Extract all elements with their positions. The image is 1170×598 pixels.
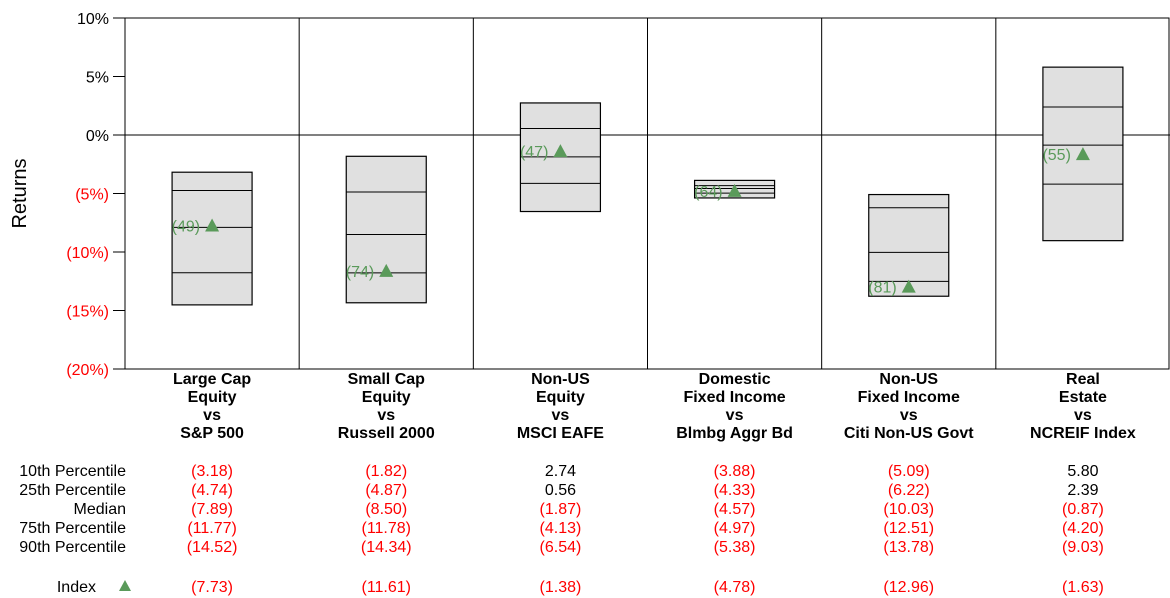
category-label: vs xyxy=(203,407,221,424)
category-label: Non-US xyxy=(879,371,938,388)
category-label: Domestic xyxy=(699,371,771,388)
index-value: (7.73) xyxy=(191,579,233,596)
percentile-value: (13.78) xyxy=(883,539,934,556)
index-rank-label: (47) xyxy=(520,144,548,161)
category-label: MSCI EAFE xyxy=(517,425,604,442)
category-label: Real xyxy=(1066,371,1100,388)
percentile-value: (7.89) xyxy=(191,501,233,518)
percentile-box xyxy=(868,193,950,297)
index-rank-label: (74) xyxy=(346,264,374,281)
percentile-value: (14.52) xyxy=(187,539,238,556)
percentile-value: (3.18) xyxy=(191,463,233,480)
percentile-value: (3.88) xyxy=(714,463,756,480)
category-label: Large Cap xyxy=(173,371,251,388)
category-label: vs xyxy=(726,407,744,424)
percentile-value: (5.09) xyxy=(888,463,930,480)
percentile-row-label: 25th Percentile xyxy=(19,482,126,499)
percentile-value: 2.39 xyxy=(1067,482,1098,499)
category-label: Small Cap xyxy=(348,371,426,388)
category-label: Equity xyxy=(188,389,237,406)
index-marker xyxy=(901,279,916,293)
category-label: Equity xyxy=(536,389,585,406)
percentile-value: (4.87) xyxy=(365,482,407,499)
category-label: vs xyxy=(1074,407,1092,424)
percentile-value: (4.13) xyxy=(540,520,582,537)
percentile-value: (0.87) xyxy=(1062,501,1104,518)
percentile-value: (1.82) xyxy=(365,463,407,480)
percentile-value: (11.78) xyxy=(361,520,411,537)
percentile-value: 0.56 xyxy=(545,482,576,499)
percentile-value: (4.20) xyxy=(1062,520,1104,537)
category-label: vs xyxy=(377,407,395,424)
percentile-value: (8.50) xyxy=(365,501,407,518)
percentile-value: (6.54) xyxy=(540,539,582,556)
category-label: S&P 500 xyxy=(180,425,244,442)
y-tick-label: (20%) xyxy=(66,362,109,379)
category-label: Blmbg Aggr Bd xyxy=(676,425,793,442)
category-label: Estate xyxy=(1059,389,1107,406)
category-label: vs xyxy=(552,407,570,424)
index-marker xyxy=(1075,147,1090,161)
index-row-label: Index xyxy=(57,579,96,596)
index-value: (1.63) xyxy=(1062,579,1104,596)
percentile-value: 5.80 xyxy=(1067,463,1098,480)
percentile-value: (12.51) xyxy=(883,520,934,537)
index-rank-label: (55) xyxy=(1042,147,1070,164)
y-tick-label: 0% xyxy=(86,128,109,145)
index-value: (4.78) xyxy=(714,579,756,596)
percentile-row-label: 10th Percentile xyxy=(19,463,126,480)
percentile-value: (4.97) xyxy=(714,520,756,537)
category-label: Fixed Income xyxy=(683,389,785,406)
percentile-value: 2.74 xyxy=(545,463,576,480)
y-tick-label: (15%) xyxy=(66,304,109,321)
category-label: Equity xyxy=(362,389,411,406)
index-marker xyxy=(379,263,394,277)
index-legend-marker xyxy=(119,580,131,591)
index-value: (11.61) xyxy=(361,579,411,596)
percentile-value: (6.22) xyxy=(888,482,930,499)
percentile-value: (14.34) xyxy=(361,539,412,556)
category-label: Russell 2000 xyxy=(338,425,435,442)
y-tick-label: 5% xyxy=(86,70,109,87)
y-axis-title: Returns xyxy=(9,158,31,228)
percentile-row-label: 90th Percentile xyxy=(19,539,126,556)
percentile-value: (1.87) xyxy=(540,501,582,518)
index-rank-label: (81) xyxy=(868,280,896,297)
index-rank-label: (64) xyxy=(694,184,722,201)
category-label: Non-US xyxy=(531,371,590,388)
percentile-value: (5.38) xyxy=(714,539,756,556)
index-marker xyxy=(205,218,220,232)
percentile-row-label: 75th Percentile xyxy=(19,520,126,537)
percentile-box xyxy=(171,171,253,306)
category-label: NCREIF Index xyxy=(1030,425,1136,442)
percentile-value: (11.77) xyxy=(187,520,237,537)
index-marker xyxy=(727,183,742,197)
category-label: vs xyxy=(900,407,918,424)
index-marker xyxy=(553,144,568,158)
percentile-value: (10.03) xyxy=(883,501,934,518)
y-tick-label: 10% xyxy=(77,11,109,28)
percentile-value: (4.74) xyxy=(191,482,233,499)
index-value: (1.38) xyxy=(540,579,582,596)
y-tick-label: (5%) xyxy=(75,187,109,204)
percentile-box xyxy=(345,155,427,304)
category-label: Fixed Income xyxy=(858,389,960,406)
y-tick-label: (10%) xyxy=(66,245,109,262)
percentile-value: (9.03) xyxy=(1062,539,1104,556)
percentile-row-label: Median xyxy=(74,501,126,518)
category-label: Citi Non-US Govt xyxy=(844,425,974,442)
index-rank-label: (49) xyxy=(172,218,200,235)
percentile-value: (4.33) xyxy=(714,482,756,499)
index-value: (12.96) xyxy=(883,579,934,596)
percentile-value: (4.57) xyxy=(714,501,756,518)
